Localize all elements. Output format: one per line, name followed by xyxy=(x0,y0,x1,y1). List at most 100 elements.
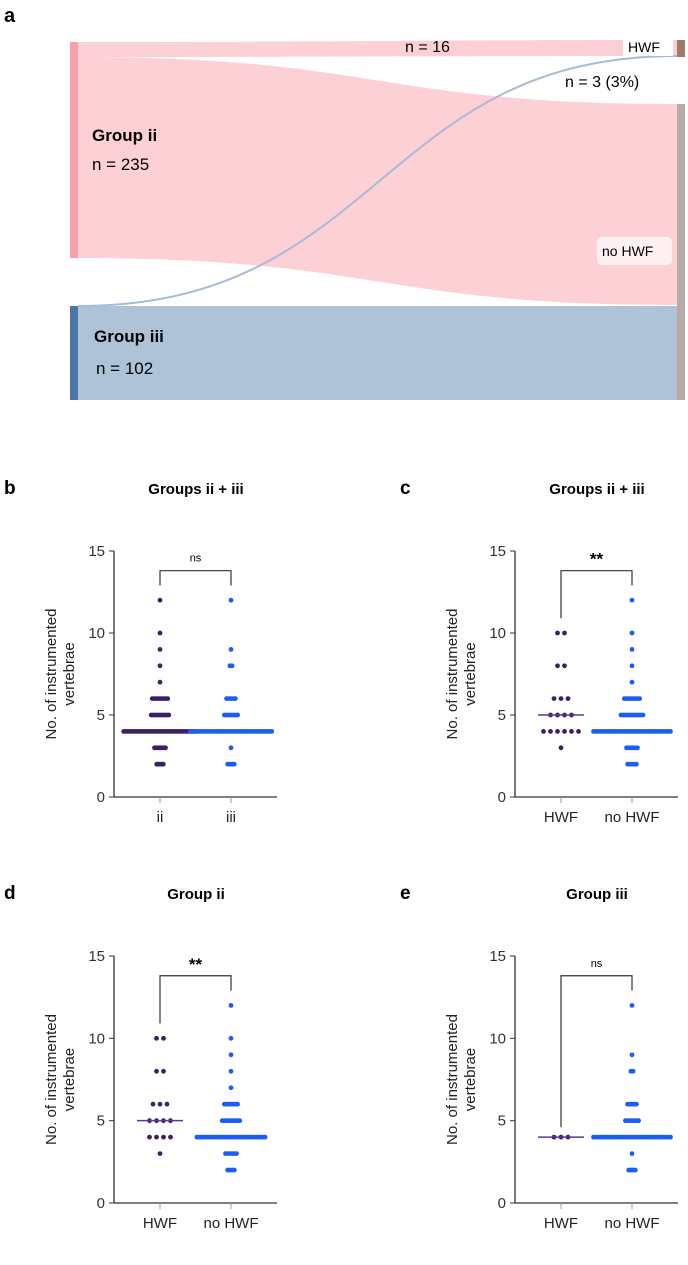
x-tick-label: HWF xyxy=(143,1215,177,1232)
panel-label-e: e xyxy=(400,883,411,904)
dot-plot-e: e Group iii 0 5 10 15 No. of instrumentedverte… xyxy=(400,883,678,1232)
data-point xyxy=(168,1134,173,1140)
sankey-diagram: Group ii n = 235 Group iii n = 102 n = 1… xyxy=(70,38,685,400)
data-point xyxy=(629,663,635,669)
node-nohwf xyxy=(677,104,685,400)
data-point xyxy=(147,1134,152,1140)
data-point xyxy=(161,1134,166,1140)
data-point xyxy=(629,1151,635,1156)
data-point xyxy=(629,1052,635,1058)
data-point xyxy=(629,647,635,652)
data-point xyxy=(160,761,166,767)
y-axis-label: No. of instrumentedvertebrae xyxy=(444,1014,479,1145)
panel-label-a: a xyxy=(4,5,16,27)
flow-ii-hwf xyxy=(78,40,677,57)
data-point xyxy=(228,647,234,652)
data-point xyxy=(262,1134,268,1140)
data-point xyxy=(558,696,564,701)
data-point xyxy=(157,647,163,652)
y-tick-label: 0 xyxy=(498,1195,506,1212)
y-tick-label: 0 xyxy=(97,1195,105,1212)
flow-iii-hwf xyxy=(77,55,678,307)
y-tick-label: 5 xyxy=(498,707,506,724)
y-tick-label: 5 xyxy=(97,1113,105,1130)
node-n-iii: n = 102 xyxy=(96,359,153,378)
y-axis-label: No. of instrumentedvertebrae xyxy=(444,609,479,740)
y-tick-label: 10 xyxy=(489,625,506,642)
data-point xyxy=(157,1101,163,1107)
y-tick-label: 5 xyxy=(498,1113,506,1130)
data-point xyxy=(161,1035,166,1041)
data-point xyxy=(565,696,571,701)
significance-label: ** xyxy=(189,955,203,974)
node-label-iii: Group iii xyxy=(94,327,164,346)
data-point xyxy=(228,1068,234,1074)
data-point xyxy=(562,729,567,734)
data-point xyxy=(234,1151,239,1156)
node-label-ii: Group ii xyxy=(92,126,157,145)
data-point xyxy=(551,696,557,701)
y-tick-label: 10 xyxy=(489,1030,506,1047)
y-axis-label-line: vertebrae xyxy=(61,642,78,705)
x-tick-label: no HWF xyxy=(604,809,659,826)
data-point xyxy=(632,1167,638,1173)
data-point xyxy=(228,1035,234,1041)
significance-label: ns xyxy=(190,553,202,565)
data-point xyxy=(541,729,546,734)
data-point xyxy=(157,679,163,685)
link-label-ii-hwf: n = 16 xyxy=(405,39,450,56)
data-point xyxy=(555,729,560,734)
y-axis-label-line: vertebrae xyxy=(462,642,479,705)
data-point xyxy=(668,729,673,734)
data-point xyxy=(636,1118,641,1124)
data-point xyxy=(229,663,235,669)
data-point xyxy=(154,1134,159,1140)
data-point xyxy=(150,1101,156,1107)
data-point xyxy=(569,729,574,734)
data-point xyxy=(157,597,163,603)
panel-label-c: c xyxy=(400,478,411,499)
data-point xyxy=(562,630,567,636)
x-tick-label: HWF xyxy=(544,809,578,826)
data-point xyxy=(576,729,581,734)
data-point xyxy=(555,663,560,669)
data-point xyxy=(555,630,560,636)
data-point xyxy=(637,696,643,701)
node-n-ii: n = 235 xyxy=(92,155,149,174)
y-axis-label-line: No. of instrumented xyxy=(444,1014,461,1145)
data-point xyxy=(640,712,646,718)
data-point xyxy=(630,1068,636,1074)
y-tick-label: 15 xyxy=(88,948,105,965)
significance-bracket xyxy=(159,570,232,586)
data-point xyxy=(235,712,241,718)
data-point xyxy=(635,745,640,751)
data-point xyxy=(228,1003,234,1008)
y-tick-label: 5 xyxy=(97,707,105,724)
data-point xyxy=(233,696,238,701)
data-point xyxy=(157,630,163,636)
data-point xyxy=(166,712,172,718)
chart-title: Groups ii + iii xyxy=(148,481,243,498)
data-point xyxy=(634,1101,639,1107)
y-axis-label: No. of instrumentedvertebrae xyxy=(43,1014,78,1145)
node-hwf xyxy=(677,40,685,57)
significance-label: ns xyxy=(591,958,603,970)
data-point xyxy=(269,729,275,734)
y-tick-label: 0 xyxy=(97,789,105,806)
data-point xyxy=(231,1167,237,1173)
dot-plot-d: d Group ii 0 5 10 15 No. of instrumentedverteb… xyxy=(4,883,277,1232)
chart-title: Group ii xyxy=(167,886,225,903)
x-tick-label: no HWF xyxy=(604,1215,659,1232)
y-tick-label: 15 xyxy=(88,543,105,560)
dot-plot-c: c Groups ii + iii 0 5 10 15 No. of instrumente… xyxy=(400,478,678,826)
significance-label: ** xyxy=(590,550,604,569)
y-axis-label-line: vertebrae xyxy=(462,1048,479,1111)
x-tick-label: iii xyxy=(226,809,236,826)
significance-bracket xyxy=(560,975,633,1128)
data-point xyxy=(165,696,171,701)
y-axis-label-line: No. of instrumented xyxy=(43,609,60,740)
flow-ii-nohwf xyxy=(78,57,677,305)
y-axis-label-line: vertebrae xyxy=(61,1048,78,1111)
